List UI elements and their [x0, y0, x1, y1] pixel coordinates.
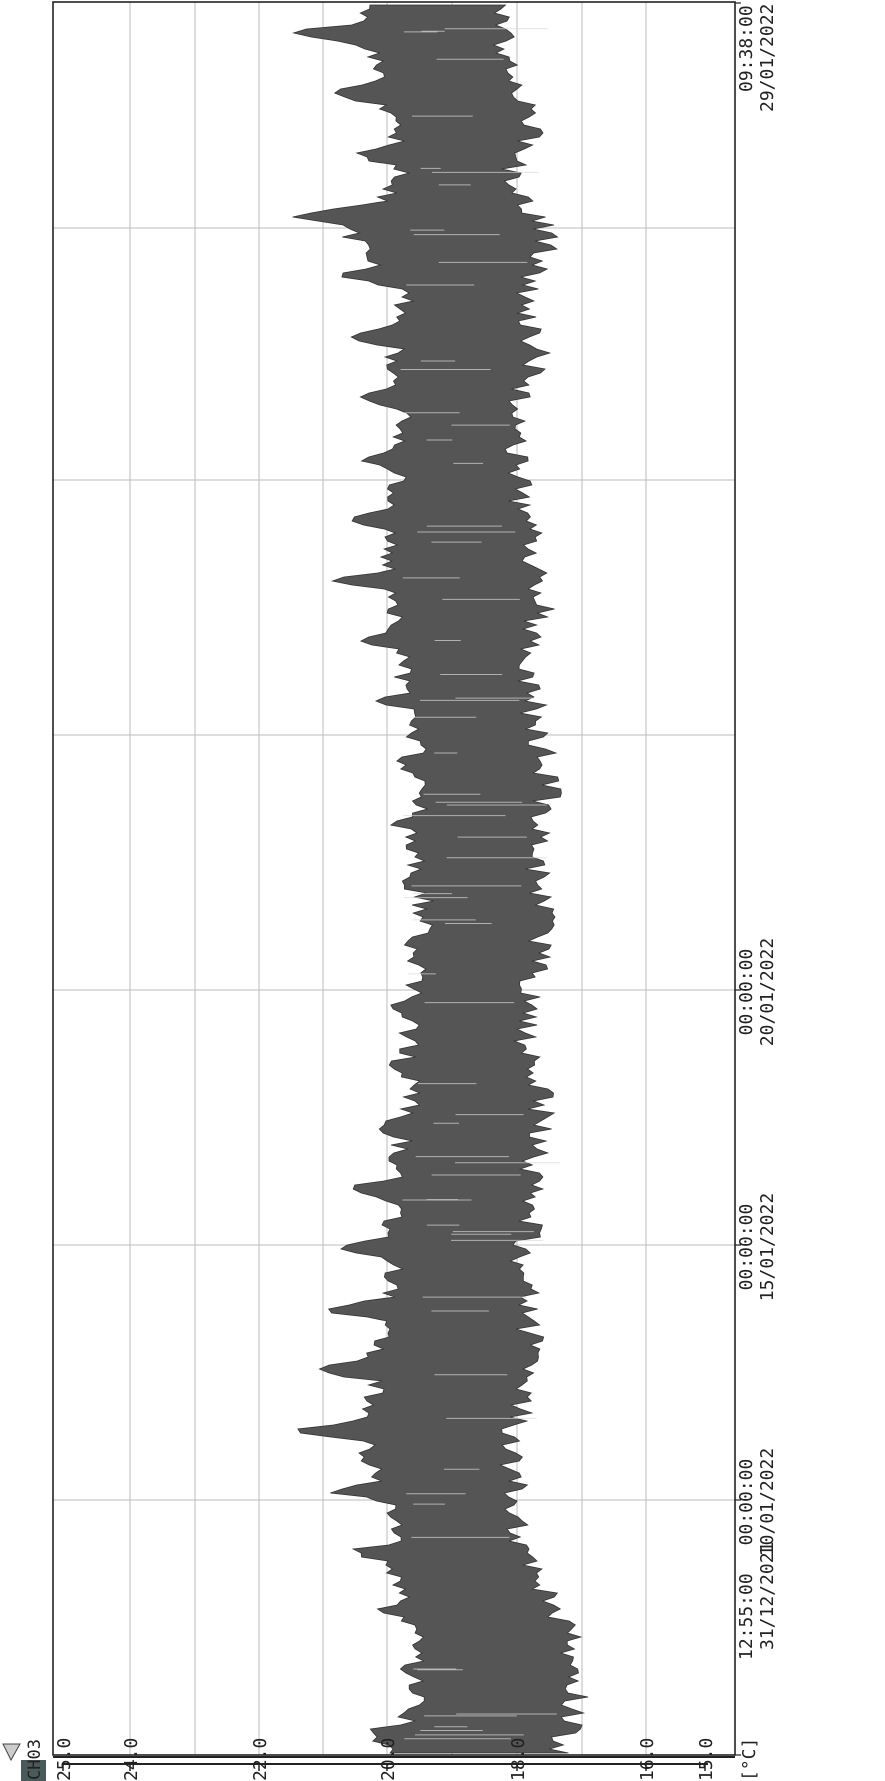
time-tick-date: 10/01/2022 — [757, 1448, 778, 1556]
channel-badge — [21, 1760, 46, 1781]
value-tick-label: 22.0 — [250, 1738, 271, 1781]
plot-frame — [52, 1, 736, 1756]
unit-label: [°C] — [739, 1738, 760, 1781]
time-tick-time: 00:00:00 — [736, 949, 757, 1036]
value-tick-label: 18.0 — [508, 1738, 529, 1781]
temperature-series — [292, 4, 589, 1754]
channel-label: CH03 — [25, 1739, 45, 1780]
time-tick-time: 00:00:00 — [736, 1204, 757, 1291]
value-tick-label: 16.0 — [637, 1738, 658, 1781]
value-tick-label: 15.0 — [696, 1738, 717, 1781]
time-tick-date: 20/01/2022 — [757, 938, 778, 1046]
value-tick-label: 24.0 — [121, 1738, 142, 1781]
time-tick-date: 31/12/2021 — [757, 1542, 778, 1650]
value-tick-label: 20.0 — [378, 1738, 399, 1781]
time-tick-date: 15/01/2022 — [757, 1193, 778, 1301]
time-tick-time: 00:00:00 — [736, 1459, 757, 1546]
temperature-range-band — [292, 4, 589, 1754]
value-tick-label: 25.0 — [54, 1738, 75, 1781]
time-tick-time: 12:55:00 — [736, 1573, 757, 1660]
cursor-triangle-icon[interactable] — [2, 1743, 21, 1762]
time-tick-time: 09:38:00 — [736, 5, 757, 92]
value-axis-ticks: 25.0 24.0 22.0 20.0 18.0 16.0 15.0 — [54, 1738, 717, 1781]
time-tick-date: 29/01/2022 — [757, 4, 778, 112]
